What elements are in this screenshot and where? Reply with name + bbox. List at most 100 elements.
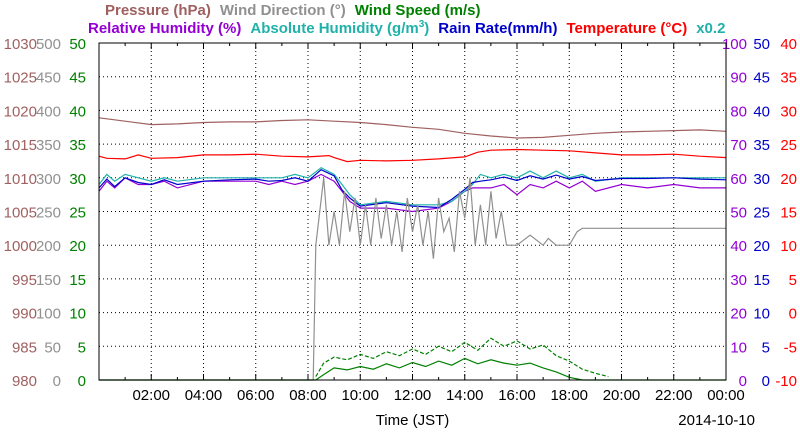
grid [99, 43, 726, 380]
wind_direction-tick-label: 50 [44, 339, 61, 356]
humidity-tick-label: 30 [730, 272, 747, 289]
temperature-tick-label: 5 [789, 272, 797, 289]
x-tick-label: 10:00 [341, 387, 379, 404]
rain_rate-tick-label: 30 [753, 171, 770, 188]
humidity-tick-label: 100 [722, 36, 747, 53]
temperature-tick-label: 35 [780, 70, 797, 87]
rain_rate-tick-label: 0 [762, 373, 770, 390]
series-line-3 [98, 166, 726, 206]
temperature-tick-label: 10 [780, 238, 797, 255]
series [98, 117, 727, 381]
legend-superscript: 3 [419, 19, 425, 30]
x-axis: 02:00 04:00 06:00 08:00 10:00 12:00 14:00 16:00… [124, 43, 745, 404]
temperature-tick-label: 40 [780, 36, 797, 53]
pressure-tick-label: 1005 [4, 205, 37, 222]
pressure-tick-label: 1010 [4, 171, 37, 188]
pressure-tick-label: 995 [12, 272, 37, 289]
x-tick-label: 12:00 [394, 387, 432, 404]
series-line-0 [98, 117, 727, 139]
x-tick-label: 22:00 [655, 387, 693, 404]
pressure-tick-label: 1030 [4, 36, 37, 53]
wind_speed-tick-label: 15 [69, 272, 86, 289]
legend-label: Relative Humidity (%) [88, 20, 241, 37]
wind_direction-tick-label: 400 [36, 103, 61, 120]
rain_rate-tick-label: 10 [753, 306, 770, 323]
right-axes: 1009080706050403020100504540353025201510… [722, 36, 797, 390]
wind_speed-tick-label: 5 [78, 339, 86, 356]
humidity-tick-label: 90 [730, 70, 747, 87]
wind_speed-tick-label: 30 [69, 171, 86, 188]
temperature-tick-label: -5 [784, 339, 797, 356]
x-tick-label: 14:00 [446, 387, 484, 404]
x-tick-label: 06:00 [237, 387, 275, 404]
x-tick-label: 00:00 [707, 387, 745, 404]
legend-tail: ) [424, 20, 429, 37]
wind_direction-tick-label: 150 [36, 272, 61, 289]
wind_speed-tick-label: 10 [69, 306, 86, 323]
wind_direction-tick-label: 100 [36, 306, 61, 323]
pressure-tick-label: 990 [12, 306, 37, 323]
wind_speed-tick-label: 50 [69, 36, 86, 53]
left-axes: 1030102510201015101010051000995990985980… [4, 36, 86, 390]
rain_rate-tick-label: 45 [753, 70, 770, 87]
wind_direction-tick-label: 450 [36, 70, 61, 87]
wind_speed-tick-label: 35 [69, 137, 86, 154]
humidity-tick-label: 60 [730, 171, 747, 188]
wind_direction-tick-label: 250 [36, 205, 61, 222]
humidity-tick-label: 40 [730, 238, 747, 255]
x-tick-label: 02:00 [132, 387, 170, 404]
pressure-tick-label: 1015 [4, 137, 37, 154]
wind_speed-tick-label: 45 [69, 70, 86, 87]
wind_direction-tick-label: 350 [36, 137, 61, 154]
wind_speed-tick-label: 40 [69, 103, 86, 120]
wind_direction-tick-label: 0 [53, 373, 61, 390]
pressure-tick-label: 985 [12, 339, 37, 356]
wind_direction-tick-label: 300 [36, 171, 61, 188]
rain_rate-tick-label: 15 [753, 272, 770, 289]
rain_rate-tick-label: 35 [753, 137, 770, 154]
humidity-tick-label: 80 [730, 103, 747, 120]
temperature-tick-label: 15 [780, 205, 797, 222]
temperature-tick-label: -10 [775, 373, 797, 390]
wind_direction-tick-label: 200 [36, 238, 61, 255]
legend-label: Pressure (hPa) [105, 2, 211, 19]
wind_speed-tick-label: 25 [69, 205, 86, 222]
series-line-4 [98, 168, 727, 209]
temperature-tick-label: 20 [780, 171, 797, 188]
humidity-tick-label: 50 [730, 205, 747, 222]
series-line-1 [98, 148, 727, 163]
humidity-tick-label: 20 [730, 306, 747, 323]
humidity-tick-label: 0 [739, 373, 747, 390]
legend-label: x0.2 [696, 20, 725, 37]
x-tick-label: 18:00 [550, 387, 588, 404]
wind_speed-tick-label: 20 [69, 238, 86, 255]
legend-label: Rain Rate(mm/h) [438, 20, 557, 37]
rain_rate-tick-label: 20 [753, 238, 770, 255]
wind_direction-tick-label: 500 [36, 36, 61, 53]
pressure-tick-label: 1020 [4, 103, 37, 120]
temperature-tick-label: 25 [780, 137, 797, 154]
series-line-6 [99, 357, 726, 381]
x-tick-label: 04:00 [185, 387, 223, 404]
pressure-tick-label: 1000 [4, 238, 37, 255]
pressure-tick-label: 980 [12, 373, 37, 390]
x-tick-label: 08:00 [289, 387, 327, 404]
rain_rate-tick-label: 5 [762, 339, 770, 356]
legend-label: Temperature (°C) [566, 20, 687, 37]
wind_speed-tick-label: 0 [78, 373, 86, 390]
temperature-tick-label: 0 [789, 306, 797, 323]
legend-label: Absolute Humidity (g/m3) [250, 19, 429, 37]
x-tick-label: 20:00 [603, 387, 641, 404]
x-axis-label: Time (JST) [376, 412, 450, 429]
temperature-tick-label: 30 [780, 103, 797, 120]
pressure-tick-label: 1025 [4, 70, 37, 87]
legend-label: Wind Direction (°) [220, 2, 346, 19]
humidity-tick-label: 70 [730, 137, 747, 154]
legend: Pressure (hPa) Wind Direction (°) Wind Spe… [88, 2, 725, 37]
series-line-5 [99, 177, 726, 381]
humidity-tick-label: 10 [730, 339, 747, 356]
x-tick-label: 16:00 [498, 387, 536, 404]
rain_rate-tick-label: 40 [753, 103, 770, 120]
